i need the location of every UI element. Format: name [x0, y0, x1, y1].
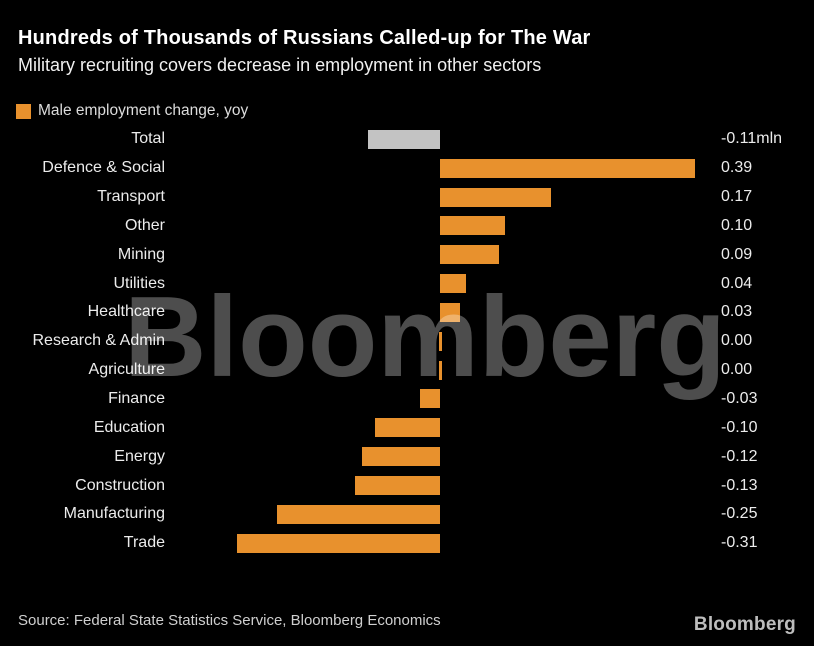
category-label: Total — [131, 130, 165, 148]
bar — [440, 302, 460, 322]
bar — [439, 331, 442, 351]
value-label: 0.17 — [721, 188, 753, 206]
chart-subtitle: Military recruiting covers decrease in e… — [18, 55, 542, 75]
bloomberg-logo: Bloomberg — [693, 614, 796, 635]
value-label: -0.25 — [721, 505, 758, 523]
category-label: Utilities — [113, 274, 165, 292]
chart-row: Mining 0.09 — [0, 240, 814, 269]
bar-canvas — [165, 327, 717, 356]
value-label: -0.10 — [721, 418, 758, 436]
bar-canvas — [165, 356, 717, 385]
bar — [440, 216, 506, 236]
chart-row: Trade -0.31 — [0, 529, 814, 558]
bar — [439, 360, 442, 380]
legend-label: Male employment change, yoy — [38, 102, 249, 119]
bar — [440, 187, 552, 207]
bar-canvas — [165, 154, 717, 183]
value-label: -0.12 — [721, 447, 758, 465]
chart-row: Healthcare 0.03 — [0, 298, 814, 327]
chart-title: Hundreds of Thousands of Russians Called… — [18, 27, 591, 49]
category-label: Energy — [114, 447, 165, 465]
chart-row: Utilities 0.04 — [0, 269, 814, 298]
bar-canvas — [165, 500, 717, 529]
category-label: Other — [124, 216, 165, 234]
chart-row: Energy -0.12 — [0, 442, 814, 471]
bar — [354, 476, 440, 496]
bar-canvas — [165, 442, 717, 471]
chart-row: Research & Admin 0.00 — [0, 327, 814, 356]
category-label: Trade — [123, 534, 165, 552]
bar-canvas — [165, 183, 717, 212]
bar-chart: Total -0.11mln Defence & Social 0.39 Transpo… — [0, 125, 814, 558]
category-label: Education — [93, 418, 165, 436]
bar — [420, 389, 440, 409]
category-label: Agriculture — [88, 361, 165, 379]
chart-row: Total -0.11mln — [0, 125, 814, 154]
category-label: Manufacturing — [63, 505, 165, 523]
chart-row: Finance -0.03 — [0, 385, 814, 414]
bar-canvas — [165, 125, 717, 154]
value-label: 0.00 — [721, 332, 753, 350]
chart-row: Construction -0.13 — [0, 471, 814, 500]
legend: Male employment change, yoy — [16, 102, 248, 120]
bar — [237, 533, 440, 553]
value-label: 0.39 — [721, 159, 753, 177]
bar — [374, 418, 440, 438]
chart-row: Agriculture 0.00 — [0, 356, 814, 385]
chart-row: Transport 0.17 — [0, 183, 814, 212]
value-label: 0.10 — [721, 216, 753, 234]
bar — [440, 158, 696, 178]
bar — [440, 245, 499, 265]
category-label: Construction — [75, 476, 165, 494]
bar-canvas — [165, 413, 717, 442]
value-label: 0.09 — [721, 245, 753, 263]
value-label: -0.11mln — [721, 130, 783, 148]
bar — [361, 447, 440, 467]
bar-canvas — [165, 240, 717, 269]
chart-row: Education -0.10 — [0, 413, 814, 442]
value-label: -0.31 — [721, 534, 758, 552]
chart-row: Defence & Social 0.39 — [0, 154, 814, 183]
bar-canvas — [165, 269, 717, 298]
bar — [440, 274, 467, 294]
value-label: 0.04 — [721, 274, 753, 292]
bar — [276, 504, 440, 524]
bar-canvas — [165, 212, 717, 241]
bar-canvas — [165, 385, 717, 414]
source-note: Source: Federal State Statistics Service… — [18, 612, 441, 629]
value-label: -0.03 — [721, 390, 758, 408]
category-label: Healthcare — [87, 303, 165, 321]
legend-swatch-icon — [16, 103, 31, 119]
category-label: Mining — [117, 245, 165, 263]
category-label: Finance — [108, 390, 165, 408]
bar-canvas — [165, 529, 717, 558]
category-label: Research & Admin — [32, 332, 165, 350]
bar-canvas — [165, 471, 717, 500]
value-label: 0.00 — [721, 361, 753, 379]
value-label: 0.03 — [721, 303, 753, 321]
category-label: Defence & Social — [42, 159, 165, 177]
chart-row: Other 0.10 — [0, 212, 814, 241]
chart-row: Manufacturing -0.25 — [0, 500, 814, 529]
category-label: Transport — [97, 188, 165, 206]
bar — [368, 129, 440, 149]
value-label: -0.13 — [721, 476, 758, 494]
bar-canvas — [165, 298, 717, 327]
